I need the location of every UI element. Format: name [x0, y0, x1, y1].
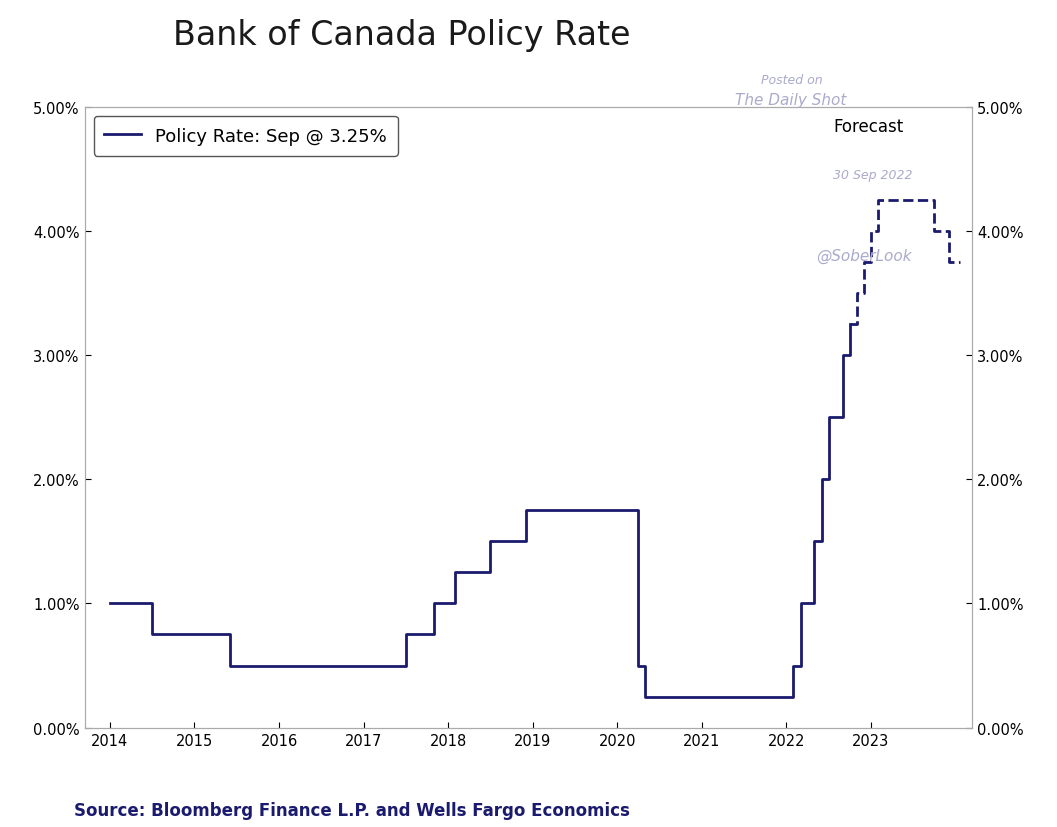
Policy Rate: Sep @ 3.25%: (2.02e+03, 0.0125): Sep @ 3.25%: (2.02e+03, 0.0125)	[448, 567, 461, 577]
Policy Rate: Sep @ 3.25%: (2.02e+03, 0.005): Sep @ 3.25%: (2.02e+03, 0.005)	[393, 661, 406, 671]
Policy Rate: Sep @ 3.25%: (2.02e+03, 0.0175): Sep @ 3.25%: (2.02e+03, 0.0175)	[596, 505, 609, 516]
Policy Rate: Sep @ 3.25%: (2.02e+03, 0.0025): Sep @ 3.25%: (2.02e+03, 0.0025)	[774, 691, 786, 701]
Policy Rate: Sep @ 3.25%: (2.02e+03, 0.005): Sep @ 3.25%: (2.02e+03, 0.005)	[632, 661, 645, 671]
Policy Rate: Sep @ 3.25%: (2.02e+03, 0.025): Sep @ 3.25%: (2.02e+03, 0.025)	[822, 413, 835, 423]
Policy Rate: Sep @ 3.25%: (2.02e+03, 0.01): Sep @ 3.25%: (2.02e+03, 0.01)	[427, 599, 440, 609]
Policy Rate: Sep @ 3.25%: (2.02e+03, 0.0325): Sep @ 3.25%: (2.02e+03, 0.0325)	[843, 319, 856, 329]
Line: Policy Rate: Sep @ 3.25%: Policy Rate: Sep @ 3.25%	[110, 324, 850, 696]
Policy Rate: Sep @ 3.25%: (2.02e+03, 0.015): Sep @ 3.25%: (2.02e+03, 0.015)	[484, 537, 497, 547]
Text: Posted on: Posted on	[761, 74, 822, 87]
Policy Rate: Sep @ 3.25%: (2.01e+03, 0.0075): Sep @ 3.25%: (2.01e+03, 0.0075)	[146, 630, 159, 640]
Policy Rate: Sep @ 3.25%: (2.02e+03, 0.005): Sep @ 3.25%: (2.02e+03, 0.005)	[224, 661, 237, 671]
Policy Rate: Sep @ 3.25%: (2.02e+03, 0.0175): Sep @ 3.25%: (2.02e+03, 0.0175)	[626, 505, 638, 516]
Policy Rate: Sep @ 3.25%: (2.01e+03, 0.01): Sep @ 3.25%: (2.01e+03, 0.01)	[104, 599, 116, 609]
Policy Rate: Sep @ 3.25%: (2.02e+03, 0.0025): Sep @ 3.25%: (2.02e+03, 0.0025)	[638, 691, 651, 701]
Text: Source: Bloomberg Finance L.P. and Wells Fargo Economics: Source: Bloomberg Finance L.P. and Wells…	[74, 801, 630, 819]
Policy Rate: Sep @ 3.25%: (2.02e+03, 0.015): Sep @ 3.25%: (2.02e+03, 0.015)	[808, 537, 820, 547]
Policy Rate: Sep @ 3.25%: (2.02e+03, 0.0175): Sep @ 3.25%: (2.02e+03, 0.0175)	[520, 505, 533, 516]
Policy Rate: Sep @ 3.25%: (2.02e+03, 0.025): Sep @ 3.25%: (2.02e+03, 0.025)	[829, 413, 841, 423]
Text: Bank of Canada Policy Rate: Bank of Canada Policy Rate	[173, 19, 631, 52]
Text: @SoberLook: @SoberLook	[816, 249, 911, 264]
Policy Rate: Sep @ 3.25%: (2.02e+03, 0.0125): Sep @ 3.25%: (2.02e+03, 0.0125)	[478, 567, 490, 577]
Policy Rate: Sep @ 3.25%: (2.02e+03, 0.0075): Sep @ 3.25%: (2.02e+03, 0.0075)	[421, 630, 433, 640]
Policy Rate: Sep @ 3.25%: (2.02e+03, 0.01): Sep @ 3.25%: (2.02e+03, 0.01)	[795, 599, 808, 609]
Policy Rate: Sep @ 3.25%: (2.02e+03, 0.005): Sep @ 3.25%: (2.02e+03, 0.005)	[786, 661, 799, 671]
Policy Rate: Sep @ 3.25%: (2.02e+03, 0.02): Sep @ 3.25%: (2.02e+03, 0.02)	[816, 475, 829, 485]
Policy Rate: Sep @ 3.25%: (2.02e+03, 0.015): Sep @ 3.25%: (2.02e+03, 0.015)	[512, 537, 524, 547]
Policy Rate: Sep @ 3.25%: (2.01e+03, 0.0075): Sep @ 3.25%: (2.01e+03, 0.0075)	[152, 630, 165, 640]
Policy Rate: Sep @ 3.25%: (2.02e+03, 0.005): Sep @ 3.25%: (2.02e+03, 0.005)	[230, 661, 243, 671]
Legend: Policy Rate: Sep @ 3.25%: Policy Rate: Sep @ 3.25%	[94, 117, 397, 156]
Policy Rate: Sep @ 3.25%: (2.02e+03, 0.03): Sep @ 3.25%: (2.02e+03, 0.03)	[837, 351, 850, 361]
Policy Rate: Sep @ 3.25%: (2.02e+03, 0.0075): Sep @ 3.25%: (2.02e+03, 0.0075)	[400, 630, 412, 640]
Text: Forecast: Forecast	[833, 118, 903, 136]
Text: The Daily Shot: The Daily Shot	[735, 93, 846, 108]
Policy Rate: Sep @ 3.25%: (2.02e+03, 0.0175): Sep @ 3.25%: (2.02e+03, 0.0175)	[526, 505, 539, 516]
Text: 30 Sep 2022: 30 Sep 2022	[833, 170, 912, 182]
Policy Rate: Sep @ 3.25%: (2.02e+03, 0.01): Sep @ 3.25%: (2.02e+03, 0.01)	[442, 599, 455, 609]
